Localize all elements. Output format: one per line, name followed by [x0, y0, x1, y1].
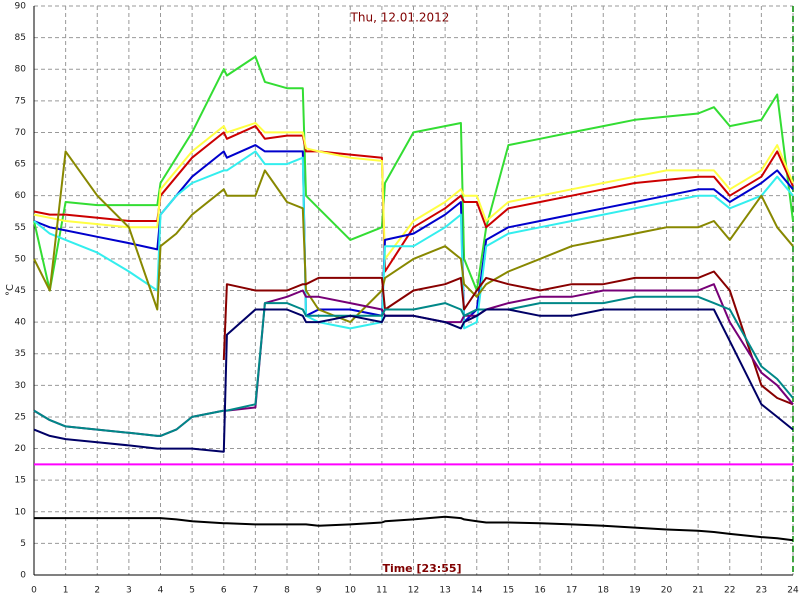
y-tick-label: 75 [15, 96, 26, 106]
x-tick-label: 8 [284, 586, 290, 596]
y-tick-label: 60 [15, 191, 27, 201]
x-tick-label: 3 [126, 586, 132, 596]
x-tick-label: 1 [63, 586, 69, 596]
x-tick-label: 11 [376, 586, 387, 596]
y-tick-label: 65 [15, 160, 26, 170]
x-tick-label: 20 [661, 586, 673, 596]
x-tick-label: 6 [221, 586, 227, 596]
x-axis-label: Time [23:55] [382, 562, 461, 575]
y-tick-label: 10 [15, 507, 27, 517]
y-tick-label: 80 [15, 65, 27, 75]
x-tick-label: 17 [566, 586, 577, 596]
x-tick-label: 9 [316, 586, 322, 596]
y-tick-label: 90 [15, 2, 27, 12]
x-tick-label: 23 [756, 586, 767, 596]
y-tick-label: 20 [15, 444, 27, 454]
series-line [33, 308, 794, 453]
y-tick-label: 40 [15, 318, 27, 328]
series-line [34, 515, 794, 542]
x-tick-label: 24 [787, 586, 799, 596]
x-tick-label: 21 [692, 586, 703, 596]
series-line [33, 295, 794, 437]
x-tick-label: 12 [408, 586, 419, 596]
series-line [222, 270, 794, 406]
y-tick-label: 0 [20, 571, 26, 581]
x-tick-label: 18 [598, 586, 610, 596]
y-tick-label: 5 [20, 539, 26, 549]
x-tick-label: 2 [94, 586, 100, 596]
x-tick-label: 13 [439, 586, 450, 596]
y-tick-label: 25 [15, 412, 26, 422]
y-tick-label: 15 [15, 476, 26, 486]
x-tick-label: 16 [534, 586, 546, 596]
y-axis-label: °C [5, 284, 16, 296]
y-tick-label: 50 [15, 254, 27, 264]
series-line [33, 122, 794, 260]
y-tick-label: 55 [15, 223, 26, 233]
y-tick-label: 70 [15, 128, 27, 138]
x-tick-label: 5 [189, 586, 195, 596]
y-tick-label: 35 [15, 349, 26, 359]
x-tick-label: 14 [471, 586, 483, 596]
x-tick-label: 19 [629, 586, 641, 596]
y-tick-label: 45 [15, 286, 26, 296]
y-tick-label: 30 [15, 381, 27, 391]
x-tick-label: 15 [503, 586, 514, 596]
x-tick-label: 10 [345, 586, 357, 596]
x-tick-label: 4 [158, 586, 164, 596]
y-tick-label: 85 [15, 33, 26, 43]
x-tick-label: 0 [31, 586, 37, 596]
x-tick-label: 22 [724, 586, 735, 596]
x-tick-label: 7 [253, 586, 259, 596]
chart-title: Thu, 12.01.2012 [350, 11, 450, 25]
